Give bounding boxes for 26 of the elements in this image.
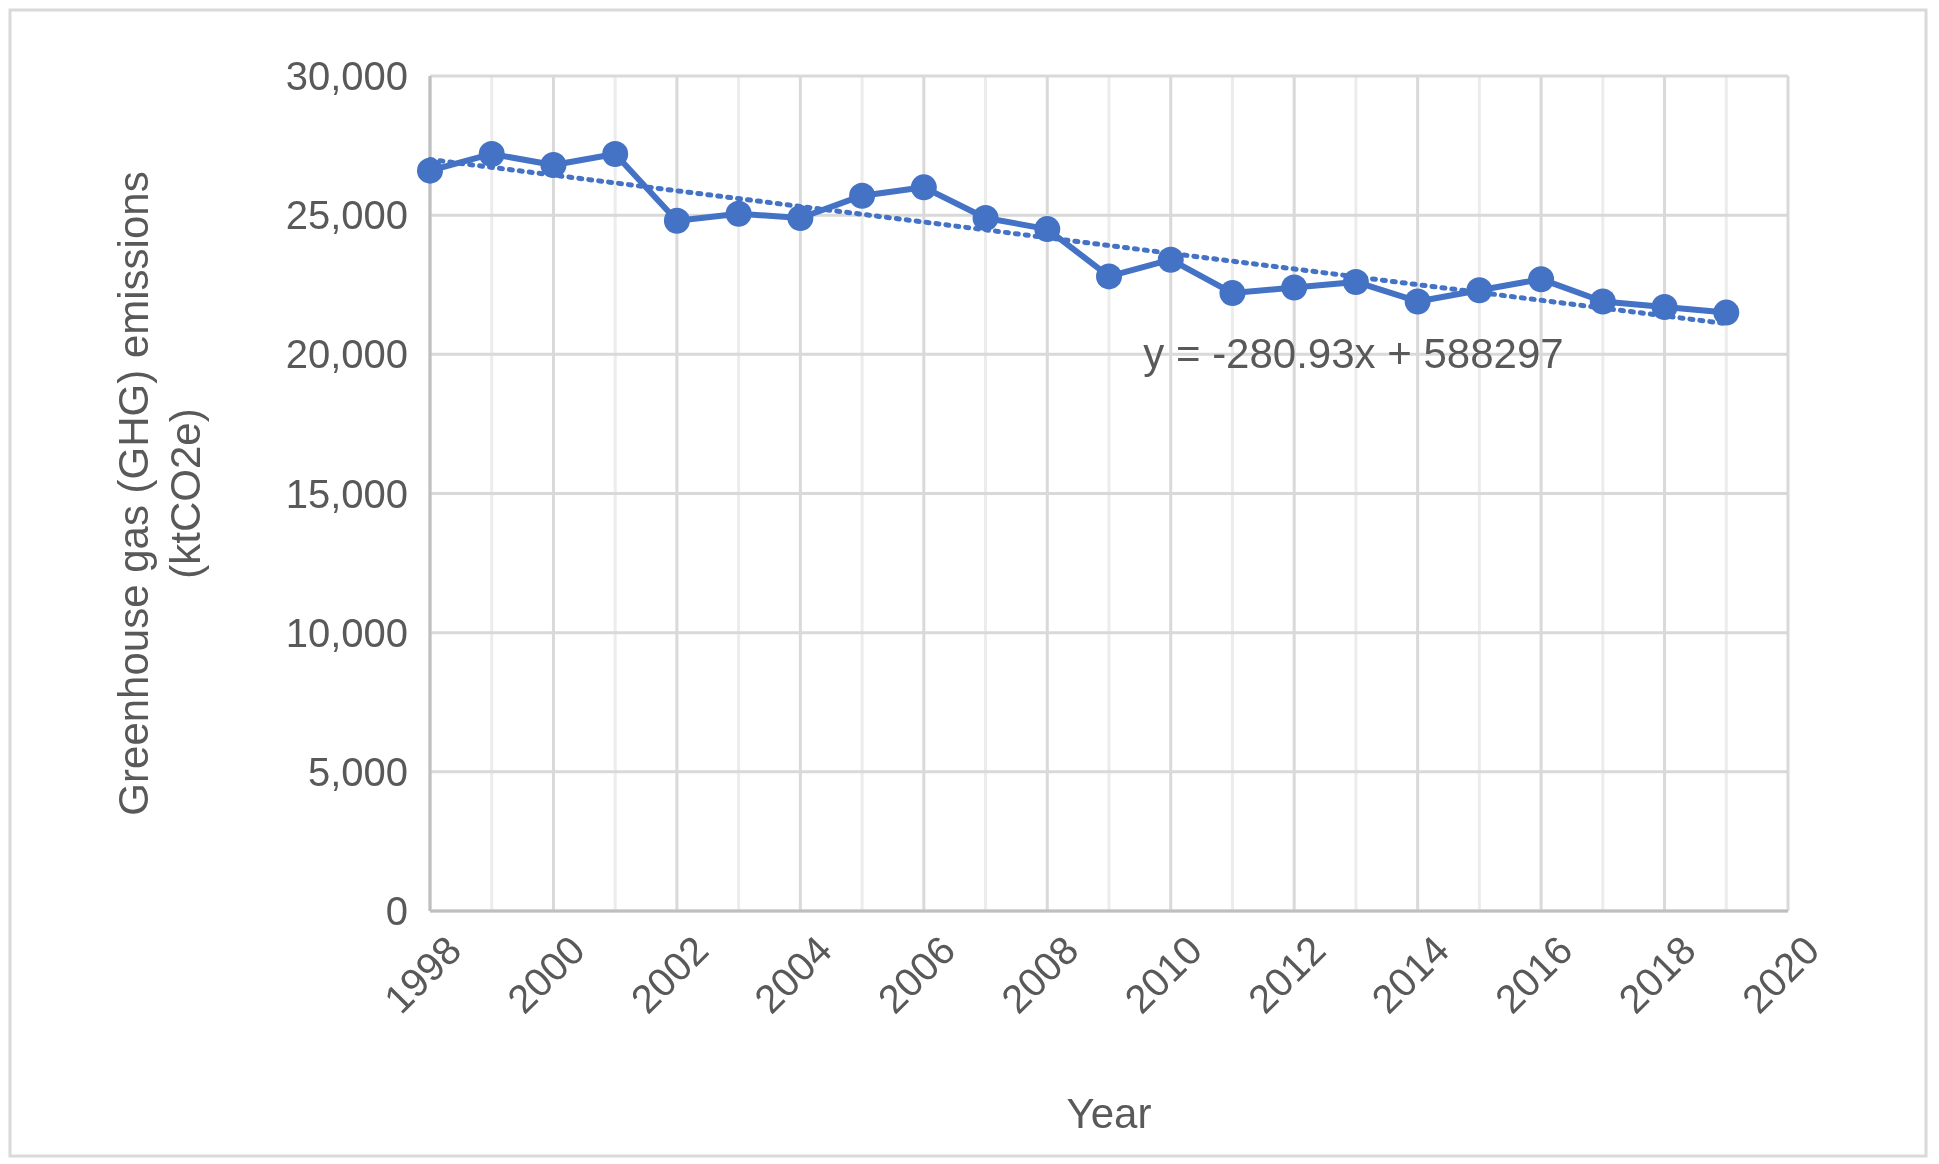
point (849, 182, 876, 209)
point (1713, 299, 1740, 326)
point (417, 157, 443, 184)
point (1219, 280, 1246, 307)
point (1404, 288, 1431, 315)
point (540, 152, 567, 179)
y-tick-label: 10,000 (285, 610, 408, 655)
y-axis-title: Greenhouse gas (GHG) emissions (ktCO2e) (110, 171, 209, 816)
point (1281, 274, 1308, 301)
point (787, 204, 814, 231)
y-tick-label: 15,000 (285, 471, 408, 516)
point (478, 140, 505, 167)
x-axis-title: Year (1066, 1090, 1152, 1137)
y-tick-label: 30,000 (285, 54, 408, 98)
point (972, 204, 999, 231)
point (602, 140, 629, 167)
y-tick-label: 20,000 (285, 332, 408, 377)
y-tick-label: 0 (385, 889, 408, 933)
y-tick-label: 25,000 (285, 193, 408, 238)
y-tick-label: 5,000 (307, 749, 408, 794)
point (1528, 266, 1555, 293)
point (910, 174, 937, 201)
point (1096, 263, 1122, 290)
annotation: y = -280.93x + 588297 (1143, 330, 1564, 378)
point (663, 207, 690, 234)
point (725, 200, 752, 227)
